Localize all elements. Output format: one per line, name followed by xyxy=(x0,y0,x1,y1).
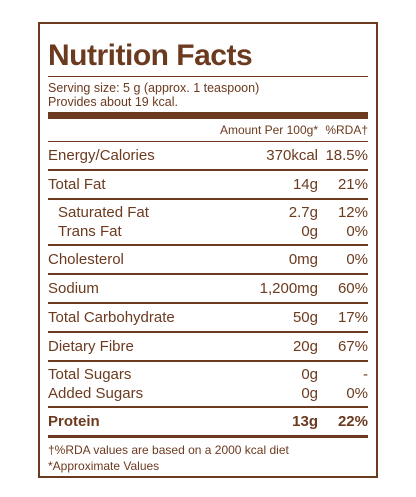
amount-header: Amount Per 100g* xyxy=(219,123,318,137)
nutrient-rda: 22% xyxy=(337,413,368,430)
nutrient-amount: 0g xyxy=(301,223,318,240)
serving-size: Serving size: 5 g (approx. 1 teaspoon) xyxy=(48,81,260,95)
rule xyxy=(48,360,368,362)
nutrient-rda: 60% xyxy=(337,280,368,297)
rule xyxy=(48,112,368,119)
nutrient-rda: 0% xyxy=(346,251,368,268)
nutrient-rda: 67% xyxy=(337,338,368,355)
nutrient-row: Cholesterol 0mg 0% xyxy=(48,249,368,270)
rule xyxy=(48,331,368,333)
nutrient-name: Trans Fat xyxy=(58,223,122,240)
nutrient-name: Saturated Fat xyxy=(58,204,149,221)
nutrient-row: Total Fat 14g 21% xyxy=(48,174,368,195)
row-group: Sodium 1,200mg 60% xyxy=(48,275,368,302)
row-group: Saturated Fat 2.7g 12% Trans Fat 0g 0% xyxy=(48,200,368,244)
row-group: Energy/Calories 370kcal 18.5% xyxy=(48,142,368,169)
row-group: Total Sugars 0g - Added Sugars 0g 0% xyxy=(48,362,368,406)
nutrient-rda: 0% xyxy=(346,385,368,402)
nutrient-amount: 50g xyxy=(292,309,318,326)
nutrient-row: Energy/Calories 370kcal 18.5% xyxy=(48,145,368,166)
rule xyxy=(48,198,368,200)
nutrient-rda: 21% xyxy=(337,176,368,193)
nutrient-name: Added Sugars xyxy=(48,385,144,402)
header: Amount Per 100g* %RDA† xyxy=(48,119,368,141)
nutrient-row: Trans Fat 0g 0% xyxy=(48,222,368,241)
footnote: †%RDA values are based on a 2000 kcal di… xyxy=(48,443,289,457)
nutrient-row: Sodium 1,200mg 60% xyxy=(48,278,368,299)
rule xyxy=(48,244,368,246)
nutrient-name: Total Carbohydrate xyxy=(48,309,175,326)
nutrient-amount: 20g xyxy=(292,338,318,355)
rule xyxy=(48,273,368,275)
nutrient-rda: 18.5% xyxy=(325,147,368,164)
row-group: Protein 13g 22% xyxy=(48,408,368,435)
nutrient-name: Cholesterol xyxy=(48,251,124,268)
nutrient-rda: - xyxy=(363,366,368,383)
nutrient-row: Saturated Fat 2.7g 12% xyxy=(48,203,368,222)
rule xyxy=(48,406,368,408)
nutrient-row: Total Sugars 0g - xyxy=(48,365,368,384)
title: Nutrition Facts xyxy=(48,39,253,72)
rule xyxy=(48,435,368,438)
rule xyxy=(48,302,368,304)
nutrient-rda: 0% xyxy=(346,223,368,240)
nutrient-amount: 1,200mg xyxy=(259,280,318,297)
nutrient-row: Dietary Fibre 20g 67% xyxy=(48,336,368,357)
nutrient-amount: 13g xyxy=(292,413,318,430)
nutrient-name: Total Fat xyxy=(48,176,106,193)
nutrient-row: Protein 13g 22% xyxy=(48,411,368,432)
rows: Energy/Calories 370kcal 18.5% Total Fat 14g 2… xyxy=(48,142,368,435)
nutrient-amount: 0g xyxy=(301,366,318,383)
nutrition-label: Nutrition Facts Serving size: 5 g (appro… xyxy=(38,22,378,478)
row-group: Cholesterol 0mg 0% xyxy=(48,246,368,273)
footnote: *Approximate Values xyxy=(48,459,160,473)
nutrient-name: Protein xyxy=(48,413,100,430)
nutrient-row: Added Sugars 0g 0% xyxy=(48,384,368,403)
nutrient-name: Sodium xyxy=(48,280,99,297)
serving-kcal: Provides about 19 kcal. xyxy=(48,95,178,109)
row-group: Dietary Fibre 20g 67% xyxy=(48,333,368,360)
nutrient-row: Total Carbohydrate 50g 17% xyxy=(48,307,368,328)
nutrient-rda: 12% xyxy=(337,204,368,221)
rule xyxy=(48,76,368,77)
nutrient-amount: 2.7g xyxy=(288,204,318,221)
nutrient-name: Energy/Calories xyxy=(48,147,155,164)
serving: Serving size: 5 g (approx. 1 teaspoon) P… xyxy=(48,81,368,109)
nutrient-name: Total Sugars xyxy=(48,366,132,383)
footnotes: †%RDA values are based on a 2000 kcal di… xyxy=(48,442,368,474)
nutrient-rda: 17% xyxy=(337,309,368,326)
row-group: Total Carbohydrate 50g 17% xyxy=(48,304,368,331)
nutrient-name: Dietary Fibre xyxy=(48,338,134,355)
nutrient-amount: 0mg xyxy=(288,251,318,268)
nutrient-amount: 0g xyxy=(301,385,318,402)
nutrient-amount: 14g xyxy=(292,176,318,193)
row-group: Total Fat 14g 21% xyxy=(48,171,368,198)
rule xyxy=(48,141,368,142)
rule xyxy=(48,169,368,171)
rda-header: %RDA† xyxy=(325,123,368,137)
nutrient-amount: 370kcal xyxy=(266,147,318,164)
